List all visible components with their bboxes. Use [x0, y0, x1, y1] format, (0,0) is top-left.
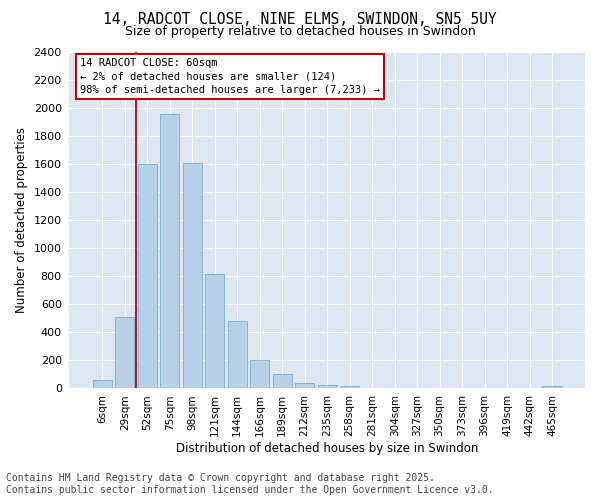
Bar: [93, 380, 112, 388]
Text: Contains HM Land Registry data © Crown copyright and database right 2025.
Contai: Contains HM Land Registry data © Crown c…: [6, 474, 494, 495]
Bar: [542, 386, 562, 388]
Bar: [340, 386, 359, 388]
Bar: [273, 374, 292, 388]
Text: Size of property relative to detached houses in Swindon: Size of property relative to detached ho…: [125, 25, 475, 38]
Bar: [115, 317, 134, 388]
Bar: [295, 383, 314, 388]
X-axis label: Distribution of detached houses by size in Swindon: Distribution of detached houses by size …: [176, 442, 478, 455]
Bar: [317, 386, 337, 388]
Bar: [250, 360, 269, 388]
Bar: [183, 163, 202, 388]
Y-axis label: Number of detached properties: Number of detached properties: [15, 127, 28, 313]
Text: 14, RADCOT CLOSE, NINE ELMS, SWINDON, SN5 5UY: 14, RADCOT CLOSE, NINE ELMS, SWINDON, SN…: [103, 12, 497, 28]
Text: 14 RADCOT CLOSE: 60sqm
← 2% of detached houses are smaller (124)
98% of semi-det: 14 RADCOT CLOSE: 60sqm ← 2% of detached …: [80, 58, 380, 94]
Bar: [205, 274, 224, 388]
Bar: [228, 321, 247, 388]
Bar: [160, 114, 179, 388]
Bar: [138, 164, 157, 388]
